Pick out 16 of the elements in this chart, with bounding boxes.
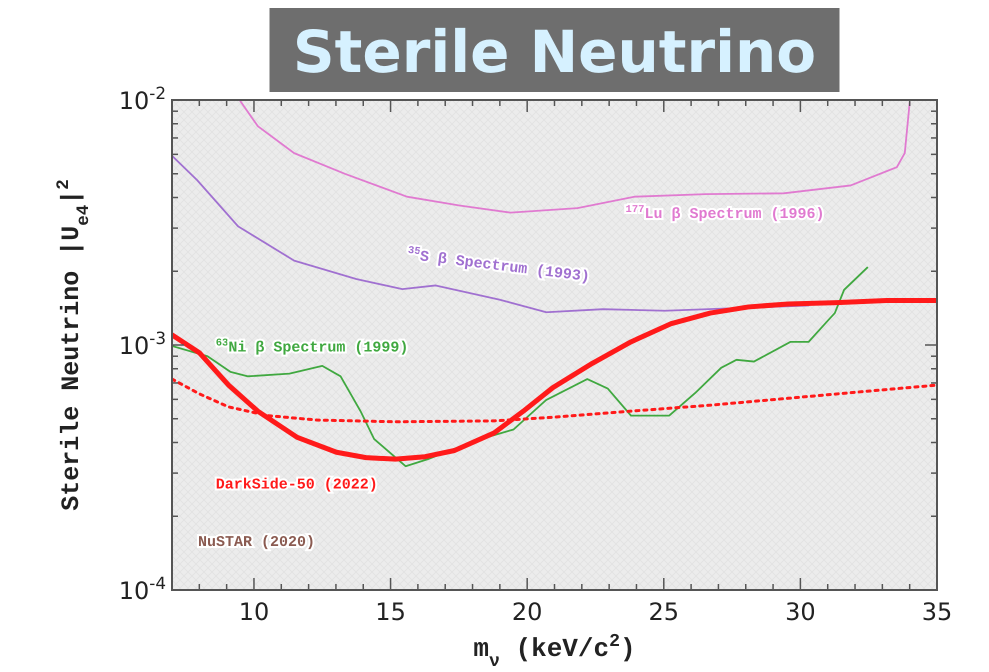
annotation: NuSTAR (2020) — [198, 534, 316, 551]
text: $^{35}$S β Spectrum (1993) — [407, 244, 591, 286]
series-label: $^{177}$Lu β Spectrum (1996) — [626, 204, 824, 223]
x-tick-label: 15 — [375, 598, 406, 626]
series-label: DarkSide-50 (2022) — [216, 476, 378, 494]
x-axis-title: m$_{ν}$ (keV/c$^{2}$) — [473, 632, 636, 672]
series-label: $^{63}$Ni β Spectrum (1999) — [216, 338, 408, 357]
x-tick-label: 10 — [238, 598, 270, 626]
y-tick-label: 10$^{-2}$ — [118, 83, 166, 115]
chart-title: Sterile Neutrino — [292, 18, 816, 86]
y-tick-label: 10$^{-3}$ — [118, 328, 166, 360]
x-tick-label: 25 — [648, 598, 680, 626]
y-tick-label: 10$^{-4}$ — [118, 573, 166, 605]
x-tick-label: 30 — [785, 598, 816, 626]
x-tick-label: 20 — [512, 598, 542, 626]
x-tick-label: 35 — [922, 598, 952, 626]
